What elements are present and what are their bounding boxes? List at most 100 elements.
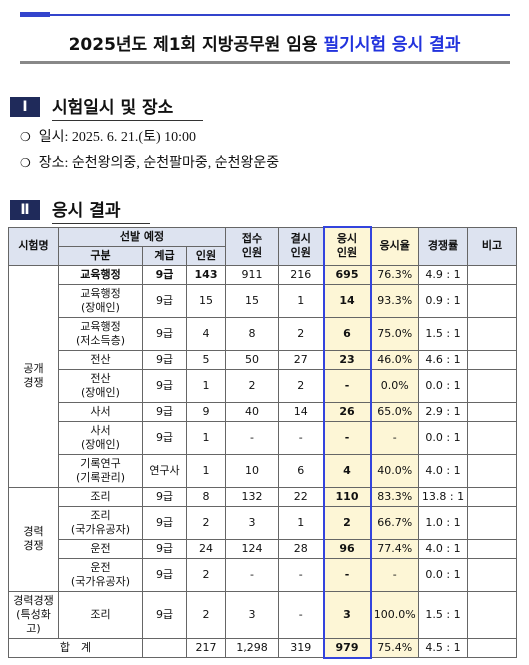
data-cell: 3 [225, 590, 279, 639]
category-cell: 조리 [58, 590, 143, 639]
total-row: 합 계 217 1,298 319 979 75.4% 4.5 : 1 [8, 637, 517, 659]
data-cell: 4.0 : 1 [418, 538, 468, 559]
data-cell: - [322, 368, 372, 403]
data-cell: 2 [278, 316, 324, 351]
data-cell: 0.0 : 1 [418, 368, 468, 403]
table-row: 운전 9급 24 124 28 96 77.4% 4.0 : 1 [9, 538, 517, 559]
data-cell: 3 [225, 505, 279, 540]
data-cell: 110 [322, 486, 372, 507]
note-cell [467, 264, 517, 285]
header-cell: 응시 인원 [322, 226, 372, 266]
table-body: 공개 경쟁 교육행정 9급 143 911 216 695 76.3% 4.9 : 1 교육행정 (장… [8, 264, 517, 659]
header-line: 응시 [336, 232, 358, 246]
data-cell: 4.9 : 1 [418, 264, 468, 285]
data-cell: 911 [225, 264, 279, 285]
table-row: 사서 9급 9 40 14 26 65.0% 2.9 : 1 [9, 401, 517, 422]
data-cell: 2 [225, 368, 279, 403]
group-cell: 경력경쟁 (특성화고) [8, 590, 59, 639]
note-cell [467, 453, 517, 488]
data-cell: 26 [322, 401, 372, 422]
data-cell: 9급 [142, 420, 187, 455]
data-cell: 65.0% [370, 401, 419, 422]
header-line: 인원 [241, 246, 263, 259]
data-cell: - [225, 557, 279, 592]
cell-line: 공개 [23, 362, 44, 375]
cell-line: (국가유공자) [70, 574, 131, 588]
data-cell: 2 [322, 505, 372, 540]
data-cell: - [225, 420, 279, 455]
data-cell: 1 [186, 368, 226, 403]
data-cell: 9급 [142, 368, 187, 403]
data-cell: 4 [322, 453, 372, 488]
data-cell: 9급 [142, 264, 187, 285]
table-row: 전산 (장애인) 9급 1 2 2-0.0% 0.0 : 1 [9, 368, 517, 403]
total-cell: 979 [322, 637, 372, 659]
data-cell: 1 [186, 420, 226, 455]
note-cell [467, 557, 517, 592]
header-line: 접수 [241, 232, 263, 245]
cell-line: 조리 [90, 508, 111, 522]
data-cell: 24 [186, 538, 226, 559]
cell-line: 기록연구 [80, 456, 121, 470]
category-cell: 조리 (국가유공자) [58, 505, 143, 540]
cell-line: 전산 [90, 352, 111, 366]
data-cell: 0.0 : 1 [418, 420, 468, 455]
results-table: 시험명 선발 예정 접수 인원 결시 인원 응시 인원 응시율 경쟁률 비고 구분 계… [8, 226, 517, 659]
cell-line: (기록관리) [75, 470, 126, 484]
note-cell [467, 486, 517, 507]
data-cell: 9급 [142, 283, 187, 318]
section-heading: 시험일시 및 장소 [52, 93, 204, 121]
data-cell: 13.8 : 1 [418, 486, 468, 507]
header-cell: 시험명 [8, 226, 59, 266]
cell-line: 교육행정 [80, 319, 121, 333]
cell-line: 경력경쟁 [13, 593, 54, 607]
note-cell [467, 505, 517, 540]
data-cell: 124 [225, 538, 279, 559]
data-cell: 96 [322, 538, 372, 559]
total-cell: 319 [278, 637, 324, 658]
data-cell: 연구사 [142, 453, 187, 488]
table-row: 교육행정 (장애인) 9급 15 15 1 14 93.3% 0.9 : 1 [9, 283, 517, 318]
data-cell: 100.0% [370, 590, 419, 639]
note-cell [467, 538, 517, 559]
total-label: 합 계 [8, 637, 143, 658]
group-cell: 경력 경쟁 [8, 486, 59, 592]
note-cell [467, 420, 517, 455]
header-cell: 구분 [58, 245, 143, 266]
cell-line: 조리 [90, 607, 111, 621]
data-cell: - [278, 557, 324, 592]
table-row: 경력경쟁 (특성화고) 조리 9급 2 3-3 100.0% 1.5 : 1 [8, 590, 517, 639]
data-cell: 695 [322, 264, 372, 285]
table-row: 경력 경쟁 조리 9급 8 132 22 110 83.3% 13.8 : 1 [8, 486, 517, 592]
data-cell: 6 [278, 453, 324, 488]
section-numeral: Ⅰ [10, 97, 40, 117]
header-line: 인원 [290, 246, 311, 259]
data-cell: - [278, 590, 324, 639]
data-cell: 1.0 : 1 [418, 505, 468, 540]
data-cell: 0.9 : 1 [418, 283, 468, 318]
category-cell: 기록연구 (기록관리) [58, 453, 143, 488]
data-cell: 1.5 : 1 [418, 590, 468, 639]
cell-line: 경력 [23, 525, 44, 538]
title-main: 2025년도 제1회 지방공무원 임용 [68, 35, 318, 55]
data-cell: 1 [278, 283, 324, 318]
cell-line: 교육행정 [80, 286, 121, 300]
cell-line: 사서 [90, 423, 111, 437]
note-cell [467, 316, 517, 351]
total-cell: 4.5 : 1 [418, 637, 468, 658]
section-header: Ⅰ 시험일시 및 장소 [10, 93, 204, 121]
data-cell: 40 [225, 401, 279, 422]
data-cell: 75.0% [370, 316, 419, 351]
data-cell: - [370, 557, 419, 592]
data-cell: 1 [278, 505, 324, 540]
cell-line: (국가유공자) [70, 522, 131, 536]
table-row: 교육행정 (저소득층) 9급 4 8 2 6 75.0% 1.5 : 1 [9, 316, 517, 351]
data-cell: 27 [278, 349, 324, 370]
category-cell: 조리 [58, 486, 143, 507]
data-cell: 9급 [142, 316, 187, 351]
item-text: 일시: 2025. 6. 21.(토) 10:00 [38, 130, 197, 145]
data-cell: 15 [225, 283, 279, 318]
data-cell: - [322, 420, 372, 455]
data-cell: 9급 [142, 401, 187, 422]
